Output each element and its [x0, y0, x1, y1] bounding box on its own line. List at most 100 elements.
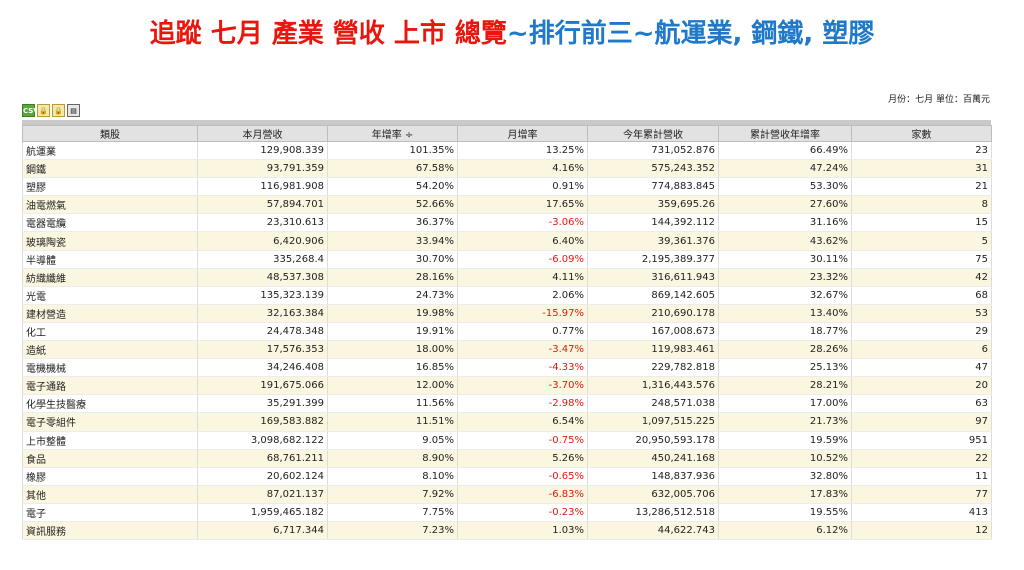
industry-cell[interactable]: 食品 [22, 449, 198, 468]
table-row: 電子零組件 169,583.882 11.51% 6.54% 1,097,515.225… [22, 412, 992, 432]
value-cell: 17.65% [457, 195, 588, 215]
value-cell: 68 [851, 286, 992, 305]
value-cell: 42 [851, 268, 992, 287]
industry-cell[interactable]: 化工 [22, 322, 198, 342]
value-cell: 0.91% [457, 177, 588, 197]
value-cell: 119,983.461 [587, 340, 719, 360]
value-cell: 167,008.673 [587, 322, 719, 342]
value-cell: 24,478.348 [197, 322, 328, 342]
column-header[interactable]: 家數 [851, 125, 992, 142]
value-cell: 53.30% [718, 177, 852, 197]
value-cell: 450,241.168 [587, 449, 719, 468]
value-cell: 23.32% [718, 268, 852, 287]
value-cell: 67.58% [327, 159, 458, 179]
table-row: 資訊服務 6,717.344 7.23% 1.03% 44,622.743 6.12% 12 [22, 521, 992, 541]
value-cell: 29 [851, 322, 992, 342]
value-cell: 316,611.943 [587, 268, 719, 287]
lock-icon[interactable]: 🔒 [37, 104, 50, 117]
industry-cell[interactable]: 上市整體 [22, 431, 198, 450]
header-row: 類股 本月營收 年增率 ÷ 月增率 今年累計營收 累計營收年增率 家數 [22, 125, 992, 142]
industry-cell[interactable]: 橡膠 [22, 467, 198, 486]
column-header[interactable]: 年增率 ÷ [327, 125, 458, 142]
industry-cell[interactable]: 造紙 [22, 340, 198, 360]
industry-cell[interactable]: 電子通路 [22, 376, 198, 396]
value-cell: 148,837.936 [587, 467, 719, 486]
table-row: 食品 68,761.211 8.90% 5.26% 450,241.168 10.52% 2… [22, 449, 992, 468]
industry-cell[interactable]: 塑膠 [22, 177, 198, 197]
value-cell: 66.49% [718, 141, 852, 161]
value-cell: 23,310.613 [197, 213, 328, 233]
value-cell: 30.11% [718, 250, 852, 269]
value-cell: 2.06% [457, 286, 588, 305]
value-cell: 9.05% [327, 431, 458, 450]
value-cell: 632,005.706 [587, 485, 719, 504]
value-cell: 4.11% [457, 268, 588, 287]
value-cell: 5 [851, 231, 992, 251]
value-cell: 77 [851, 485, 992, 504]
table-row: 玻璃陶瓷 6,420.906 33.94% 6.40% 39,361.376 43.62%… [22, 231, 992, 251]
value-cell: 229,782.818 [587, 358, 719, 378]
value-cell: 1,097,515.225 [587, 412, 719, 432]
industry-cell[interactable]: 紡織纖維 [22, 268, 198, 287]
industry-cell[interactable]: 電子零組件 [22, 412, 198, 432]
value-cell: 18.00% [327, 340, 458, 360]
table-row: 其他 87,021.137 7.92% -6.83% 632,005.706 17.83%… [22, 485, 992, 504]
value-cell: 25.13% [718, 358, 852, 378]
value-cell: 3,098,682.122 [197, 431, 328, 450]
column-header[interactable]: 月增率 [457, 125, 588, 142]
industry-cell[interactable]: 鋼鐵 [22, 159, 198, 179]
value-cell: 39,361.376 [587, 231, 719, 251]
industry-cell[interactable]: 其他 [22, 485, 198, 504]
industry-cell[interactable]: 油電燃氣 [22, 195, 198, 215]
value-cell: -2.98% [457, 394, 588, 414]
value-cell: 24.73% [327, 286, 458, 305]
value-cell: 575,243.352 [587, 159, 719, 179]
table-row: 化學生技醫療 35,291.399 11.56% -2.98% 248,571.038 1… [22, 394, 992, 414]
industry-cell[interactable]: 航運業 [22, 141, 198, 161]
column-header[interactable]: 累計營收年增率 [718, 125, 852, 142]
value-cell: 23 [851, 141, 992, 161]
value-cell: 13.40% [718, 304, 852, 323]
column-header[interactable]: 類股 [22, 125, 198, 142]
page-title: 追蹤 七月 產業 營收 上市 總覽~排行前三~航運業, 鋼鐵, 塑膠 [0, 8, 1024, 60]
industry-cell[interactable]: 玻璃陶瓷 [22, 231, 198, 251]
value-cell: 774,883.845 [587, 177, 719, 197]
table-row: 電子 1,959,465.182 7.75% -0.23% 13,286,512.518… [22, 503, 992, 522]
print-icon[interactable]: ▤ [67, 104, 80, 117]
value-cell: -0.23% [457, 503, 588, 522]
value-cell: 6.54% [457, 412, 588, 432]
value-cell: 31.16% [718, 213, 852, 233]
value-cell: 7.23% [327, 521, 458, 541]
industry-cell[interactable]: 電機機械 [22, 358, 198, 378]
value-cell: 17.83% [718, 485, 852, 504]
lock-icon[interactable]: 🔒 [52, 104, 65, 117]
table-body: 航運業 129,908.339 101.35% 13.25% 731,052.876 66… [22, 141, 992, 541]
value-cell: 335,268.4 [197, 250, 328, 269]
csv-icon[interactable]: CSV [22, 104, 39, 117]
value-cell: 210,690.178 [587, 304, 719, 323]
value-cell: 11 [851, 467, 992, 486]
industry-cell[interactable]: 電子 [22, 503, 198, 522]
table-row: 光電 135,323.139 24.73% 2.06% 869,142.605 32.67… [22, 286, 992, 305]
value-cell: 13,286,512.518 [587, 503, 719, 522]
value-cell: 32.67% [718, 286, 852, 305]
column-header[interactable]: 本月營收 [197, 125, 328, 142]
column-header[interactable]: 今年累計營收 [587, 125, 719, 142]
industry-cell[interactable]: 光電 [22, 286, 198, 305]
value-cell: 19.98% [327, 304, 458, 323]
value-cell: 32,163.384 [197, 304, 328, 323]
value-cell: 17,576.353 [197, 340, 328, 360]
value-cell: 2,195,389.377 [587, 250, 719, 269]
value-cell: 52.66% [327, 195, 458, 215]
industry-cell[interactable]: 半導體 [22, 250, 198, 269]
value-cell: 7.75% [327, 503, 458, 522]
value-cell: 31 [851, 159, 992, 179]
industry-cell[interactable]: 電器電纜 [22, 213, 198, 233]
value-cell: 8.90% [327, 449, 458, 468]
industry-cell[interactable]: 化學生技醫療 [22, 394, 198, 414]
industry-cell[interactable]: 資訊服務 [22, 521, 198, 541]
value-cell: 97 [851, 412, 992, 432]
revenue-table: 類股 本月營收 年增率 ÷ 月增率 今年累計營收 累計營收年增率 家數 航運業 129,908… [22, 125, 992, 541]
industry-cell[interactable]: 建材營造 [22, 304, 198, 323]
value-cell: 129,908.339 [197, 141, 328, 161]
